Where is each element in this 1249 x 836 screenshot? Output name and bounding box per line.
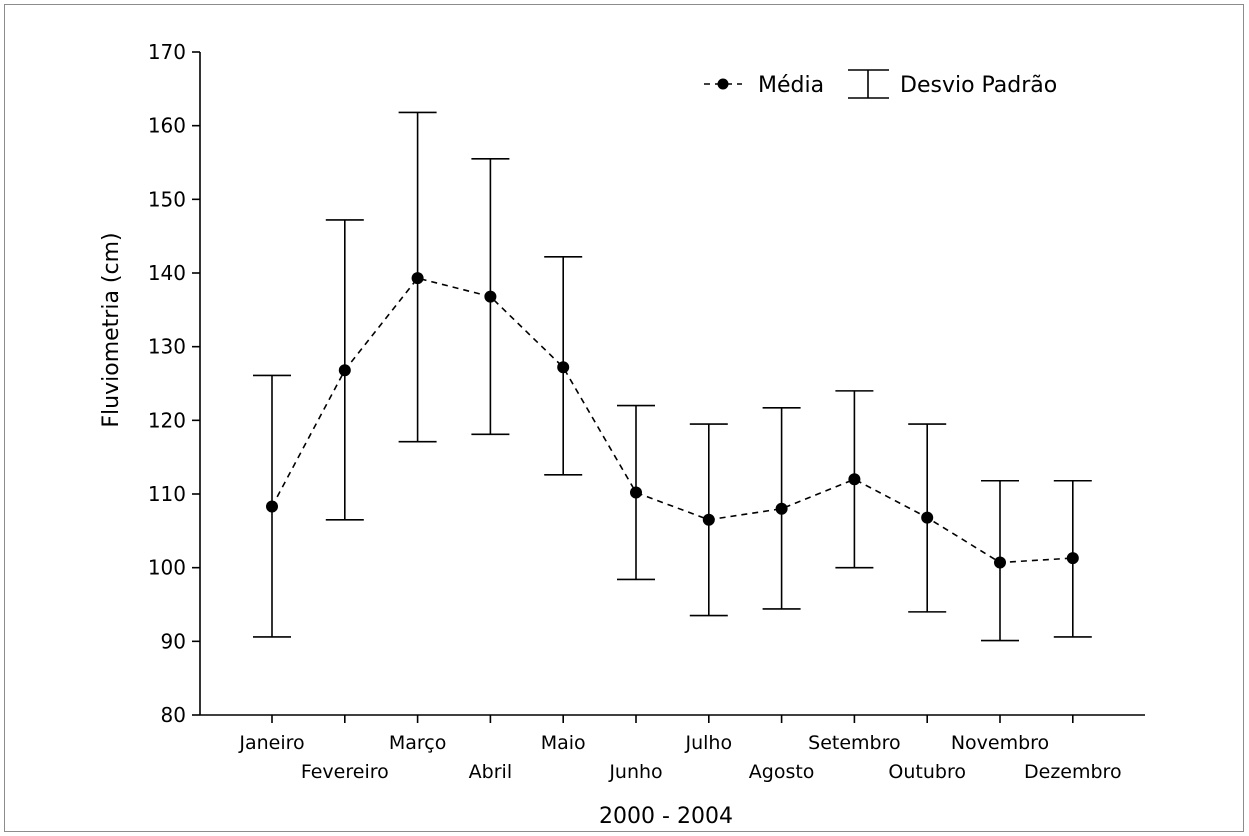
y-tick-label: 130	[148, 335, 186, 359]
mean-point	[338, 364, 351, 377]
category-label: Outubro	[888, 761, 966, 783]
y-axis-title: Fluviometria (cm)	[99, 232, 124, 427]
series-points	[266, 272, 1079, 569]
legend: Média Desvio Padrão	[704, 69, 1057, 99]
y-tick-label: 170	[148, 40, 186, 64]
category-label: Junho	[608, 761, 662, 783]
y-tick-label: 90	[161, 629, 186, 653]
category-label: Maio	[541, 732, 586, 754]
legend-label-mean: Média	[758, 73, 824, 98]
x-axis-title: 2000 - 2004	[599, 804, 733, 829]
mean-point	[921, 511, 934, 524]
category-label: Março	[389, 732, 447, 754]
chart-frame	[4, 4, 1244, 832]
mean-point	[484, 290, 497, 303]
y-tick-label: 140	[148, 261, 186, 285]
mean-point	[702, 513, 715, 526]
series-line	[271, 277, 1073, 564]
y-tick-label: 100	[148, 556, 186, 580]
mean-point	[1066, 552, 1079, 565]
mean-point	[994, 556, 1006, 569]
category-label: Julho	[685, 732, 733, 754]
y-tick-label: 110	[148, 482, 186, 506]
category-label: Novembro	[951, 732, 1049, 754]
mean-point	[411, 272, 424, 285]
axes: 80 90 100 110 120 130 140 150 160 170	[148, 40, 1145, 727]
y-tick-label: 80	[161, 703, 186, 727]
y-tick-label: 120	[148, 408, 186, 432]
legend-marker-icon	[717, 78, 729, 90]
mean-point	[630, 486, 642, 499]
mean-point	[775, 502, 788, 515]
category-label: Setembro	[808, 732, 900, 754]
category-label: Abril	[469, 761, 512, 783]
y-tick-label: 150	[148, 187, 186, 211]
legend-label-sd: Desvio Padrão	[900, 73, 1057, 98]
mean-line	[271, 277, 1073, 564]
mean-point	[557, 361, 570, 374]
mean-point	[848, 473, 861, 486]
error-bars	[253, 111, 1092, 642]
y-tick-label: 160	[148, 114, 186, 138]
category-label: Fevereiro	[301, 761, 389, 783]
category-label: Dezembro	[1024, 761, 1122, 783]
mean-point	[266, 500, 278, 513]
category-label: Janeiro	[238, 732, 304, 754]
category-label: Agosto	[749, 761, 815, 783]
